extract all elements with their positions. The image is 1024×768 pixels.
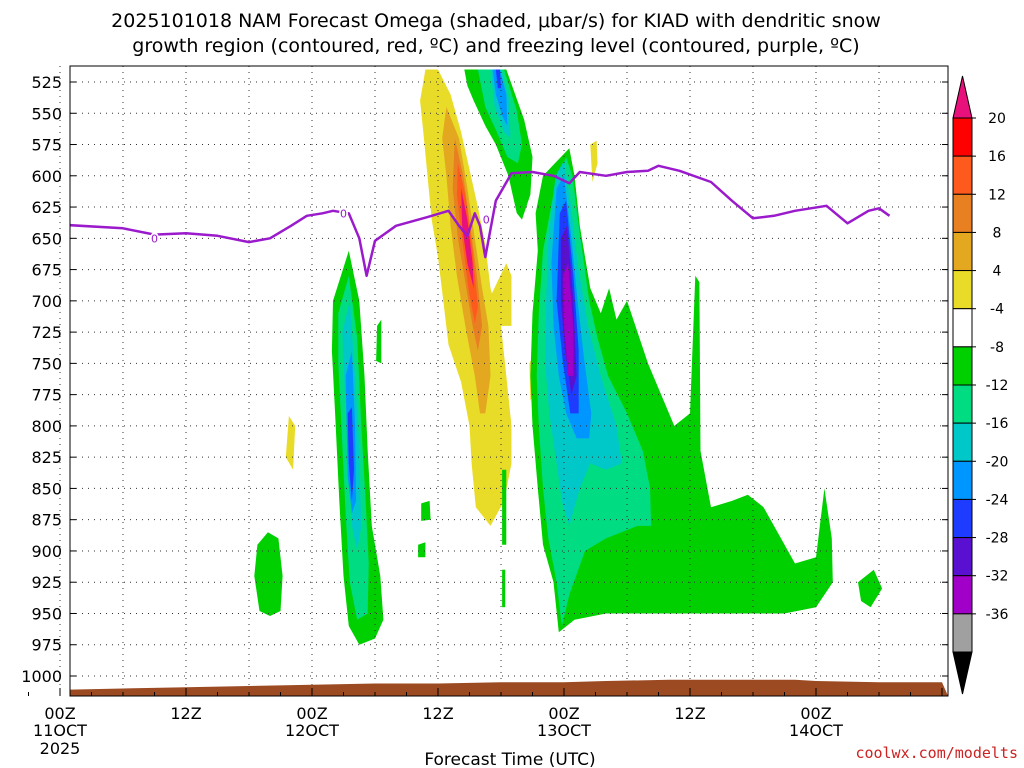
x-tick-date-0: 11OCT — [33, 721, 87, 740]
colorbar-label-12: 12 — [988, 187, 1006, 203]
x-tick-label-24: 00Z — [296, 704, 327, 723]
omega-region-neg28 — [563, 263, 574, 376]
colorbar-cell-12 — [952, 575, 973, 615]
x-tick-label-72: 00Z — [800, 704, 831, 723]
freezing-level-line — [70, 164, 891, 278]
colorbar-cell-10 — [952, 498, 973, 539]
colorbar-cell-2 — [952, 193, 973, 233]
omega-region-neg4 — [418, 542, 426, 558]
omega-region-neg20 — [495, 69, 501, 89]
colorbar-bottom-triangle — [952, 651, 973, 695]
colorbar-cell-11 — [952, 537, 973, 577]
freezing-level-label-0: 0 — [151, 232, 158, 245]
omega-region-neg4 — [376, 319, 382, 364]
omega-shading — [254, 69, 883, 645]
omega-region-neg4 — [502, 469, 507, 545]
y-tick-label-900: 900 — [31, 542, 62, 561]
freezing-level-label-1: 0 — [340, 207, 347, 220]
y-tick-label-950: 950 — [31, 604, 62, 623]
x-tick-label-48: 00Z — [548, 704, 579, 723]
colorbar-label-20: 20 — [988, 111, 1006, 127]
chart-title-line2: growth region (contoured, red, ºC) and f… — [132, 35, 859, 57]
colorbar-cell-5 — [952, 308, 973, 348]
colorbar-label--4: -4 — [990, 302, 1004, 318]
colorbar-cell-0 — [952, 117, 973, 157]
terrain-fill — [70, 679, 948, 696]
y-tick-label-600: 600 — [31, 167, 62, 186]
omega-region-neg4 — [254, 532, 283, 616]
y-tick-label-650: 650 — [31, 229, 62, 248]
plot-area: 0 0 0 — [59, 65, 949, 697]
y-tick-label-725: 725 — [31, 323, 62, 342]
freezing-label-bg-2 — [481, 213, 491, 226]
colorbar-cell-1 — [952, 155, 973, 195]
freezing-level-contour: 0 0 0 — [70, 164, 891, 278]
omega-region-20 — [461, 188, 474, 289]
y-tick-label-675: 675 — [31, 261, 62, 280]
y-axis-pressure: 525 550 575 600 625 650 675 700 725 750 775 800 825 8… — [21, 73, 948, 686]
omega-colorbar: 20 16 12 8 4 -4 -8 -12 -16 -20 -24 -28 -32 -36 — [952, 75, 1009, 695]
omega-region-4 — [590, 140, 598, 182]
y-tick-label-750: 750 — [31, 354, 62, 373]
y-tick-label-525: 525 — [31, 73, 62, 92]
colorbar-label--36: -36 — [986, 607, 1009, 623]
omega-region-4 — [488, 263, 512, 326]
colorbar-cell-7 — [952, 384, 973, 424]
colorbar-cell-8 — [952, 422, 973, 462]
y-tick-label-850: 850 — [31, 479, 62, 498]
x-axis-label: Forecast Time (UTC) — [424, 750, 595, 768]
x-tick-year-0: 2025 — [40, 739, 81, 758]
colorbar-cell-9 — [952, 460, 973, 500]
y-tick-label-975: 975 — [31, 636, 62, 655]
y-tick-label-825: 825 — [31, 448, 62, 467]
freezing-level-label-2: 0 — [483, 214, 490, 227]
omega-region-neg4 — [502, 569, 506, 608]
omega-region-neg4 — [421, 500, 431, 521]
colorbar-cell-6 — [952, 346, 973, 386]
omega-region-neg20 — [347, 407, 354, 501]
colorbar-top-triangle — [952, 75, 973, 119]
colorbar-label--28: -28 — [986, 531, 1009, 547]
colorbar-cell-13 — [952, 613, 973, 653]
omega-region-neg16 — [492, 69, 508, 126]
colorbar-cell-4 — [952, 270, 973, 310]
freezing-label-bg-0 — [150, 232, 159, 245]
y-tick-label-925: 925 — [31, 573, 62, 592]
colorbar-label-8: 8 — [993, 225, 1002, 241]
colorbar-label--24: -24 — [986, 492, 1009, 508]
omega-region-neg4 — [858, 569, 883, 608]
x-tick-date-72: 14OCT — [789, 721, 843, 740]
omega-region-4 — [285, 415, 296, 470]
x-tick-label-36: 12Z — [422, 704, 453, 723]
x-tick-date-48: 13OCT — [537, 721, 591, 740]
colorbar-label--8: -8 — [990, 340, 1004, 356]
y-tick-label-875: 875 — [31, 511, 62, 530]
colorbar-label--12: -12 — [986, 378, 1009, 394]
colorbar-cell-3 — [952, 231, 973, 272]
plot-frame — [69, 65, 949, 697]
y-tick-label-775: 775 — [31, 386, 62, 405]
colorbar-label-4: 4 — [993, 264, 1002, 280]
terrain-ground — [70, 679, 948, 696]
y-tick-label-1000: 1000 — [21, 667, 62, 686]
x-tick-label-12: 12Z — [170, 704, 201, 723]
colorbar-label--16: -16 — [986, 416, 1009, 432]
colorbar-label--20: -20 — [986, 454, 1009, 470]
x-tick-label-0: 00Z — [44, 704, 75, 723]
chart-title-line1: 2025101018 NAM Forecast Omega (shaded, μ… — [111, 10, 881, 32]
y-tick-label-575: 575 — [31, 136, 62, 155]
y-tick-label-800: 800 — [31, 417, 62, 436]
colorbar-label--32: -32 — [986, 569, 1009, 585]
colorbar-label-16: 16 — [988, 149, 1006, 165]
x-tick-date-24: 12OCT — [285, 721, 339, 740]
freezing-label-bg-1 — [339, 207, 348, 220]
y-tick-label-625: 625 — [31, 198, 62, 217]
credit-text: coolwx.com/modelts — [855, 744, 1018, 762]
x-tick-label-60: 12Z — [674, 704, 705, 723]
y-tick-label-550: 550 — [31, 104, 62, 123]
y-tick-label-700: 700 — [31, 292, 62, 311]
